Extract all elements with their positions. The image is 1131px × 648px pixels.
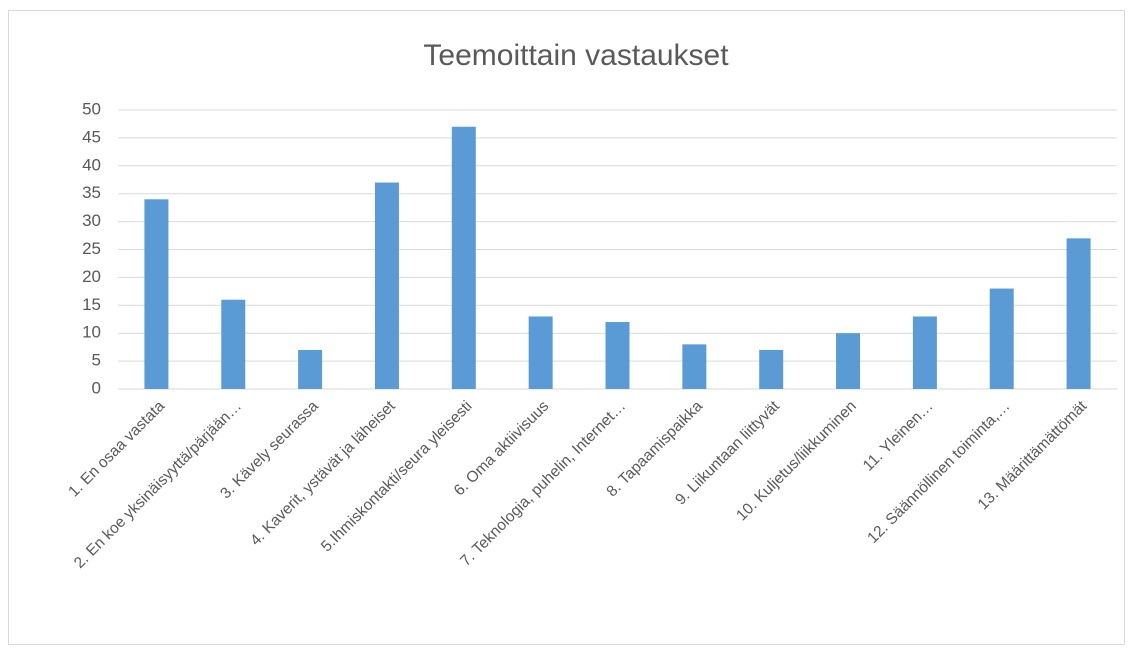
bar xyxy=(605,322,630,389)
bar xyxy=(682,344,707,389)
bar xyxy=(912,316,937,389)
y-tick-label: 20 xyxy=(82,267,101,286)
bar xyxy=(836,333,861,389)
y-tick-label: 15 xyxy=(82,295,101,314)
bar xyxy=(451,126,476,390)
bar xyxy=(1066,238,1091,389)
bar xyxy=(528,316,553,389)
chart-title: Teemoittain vastaukset xyxy=(423,39,729,72)
bar xyxy=(759,349,784,389)
bar xyxy=(989,288,1014,389)
y-tick-label: 25 xyxy=(82,239,101,258)
y-tick-label: 50 xyxy=(82,99,101,118)
bar xyxy=(374,182,399,389)
y-tick-label: 45 xyxy=(82,127,101,146)
bar xyxy=(298,349,323,389)
y-tick-label: 35 xyxy=(82,183,101,202)
chart-border xyxy=(8,10,1125,645)
y-tick-label: 0 xyxy=(92,378,101,397)
y-tick-label: 10 xyxy=(82,323,101,342)
y-tick-label: 5 xyxy=(92,351,101,370)
y-tick-label: 30 xyxy=(82,211,101,230)
y-tick-label: 40 xyxy=(82,155,101,174)
bar xyxy=(144,199,169,389)
bar xyxy=(221,299,246,389)
